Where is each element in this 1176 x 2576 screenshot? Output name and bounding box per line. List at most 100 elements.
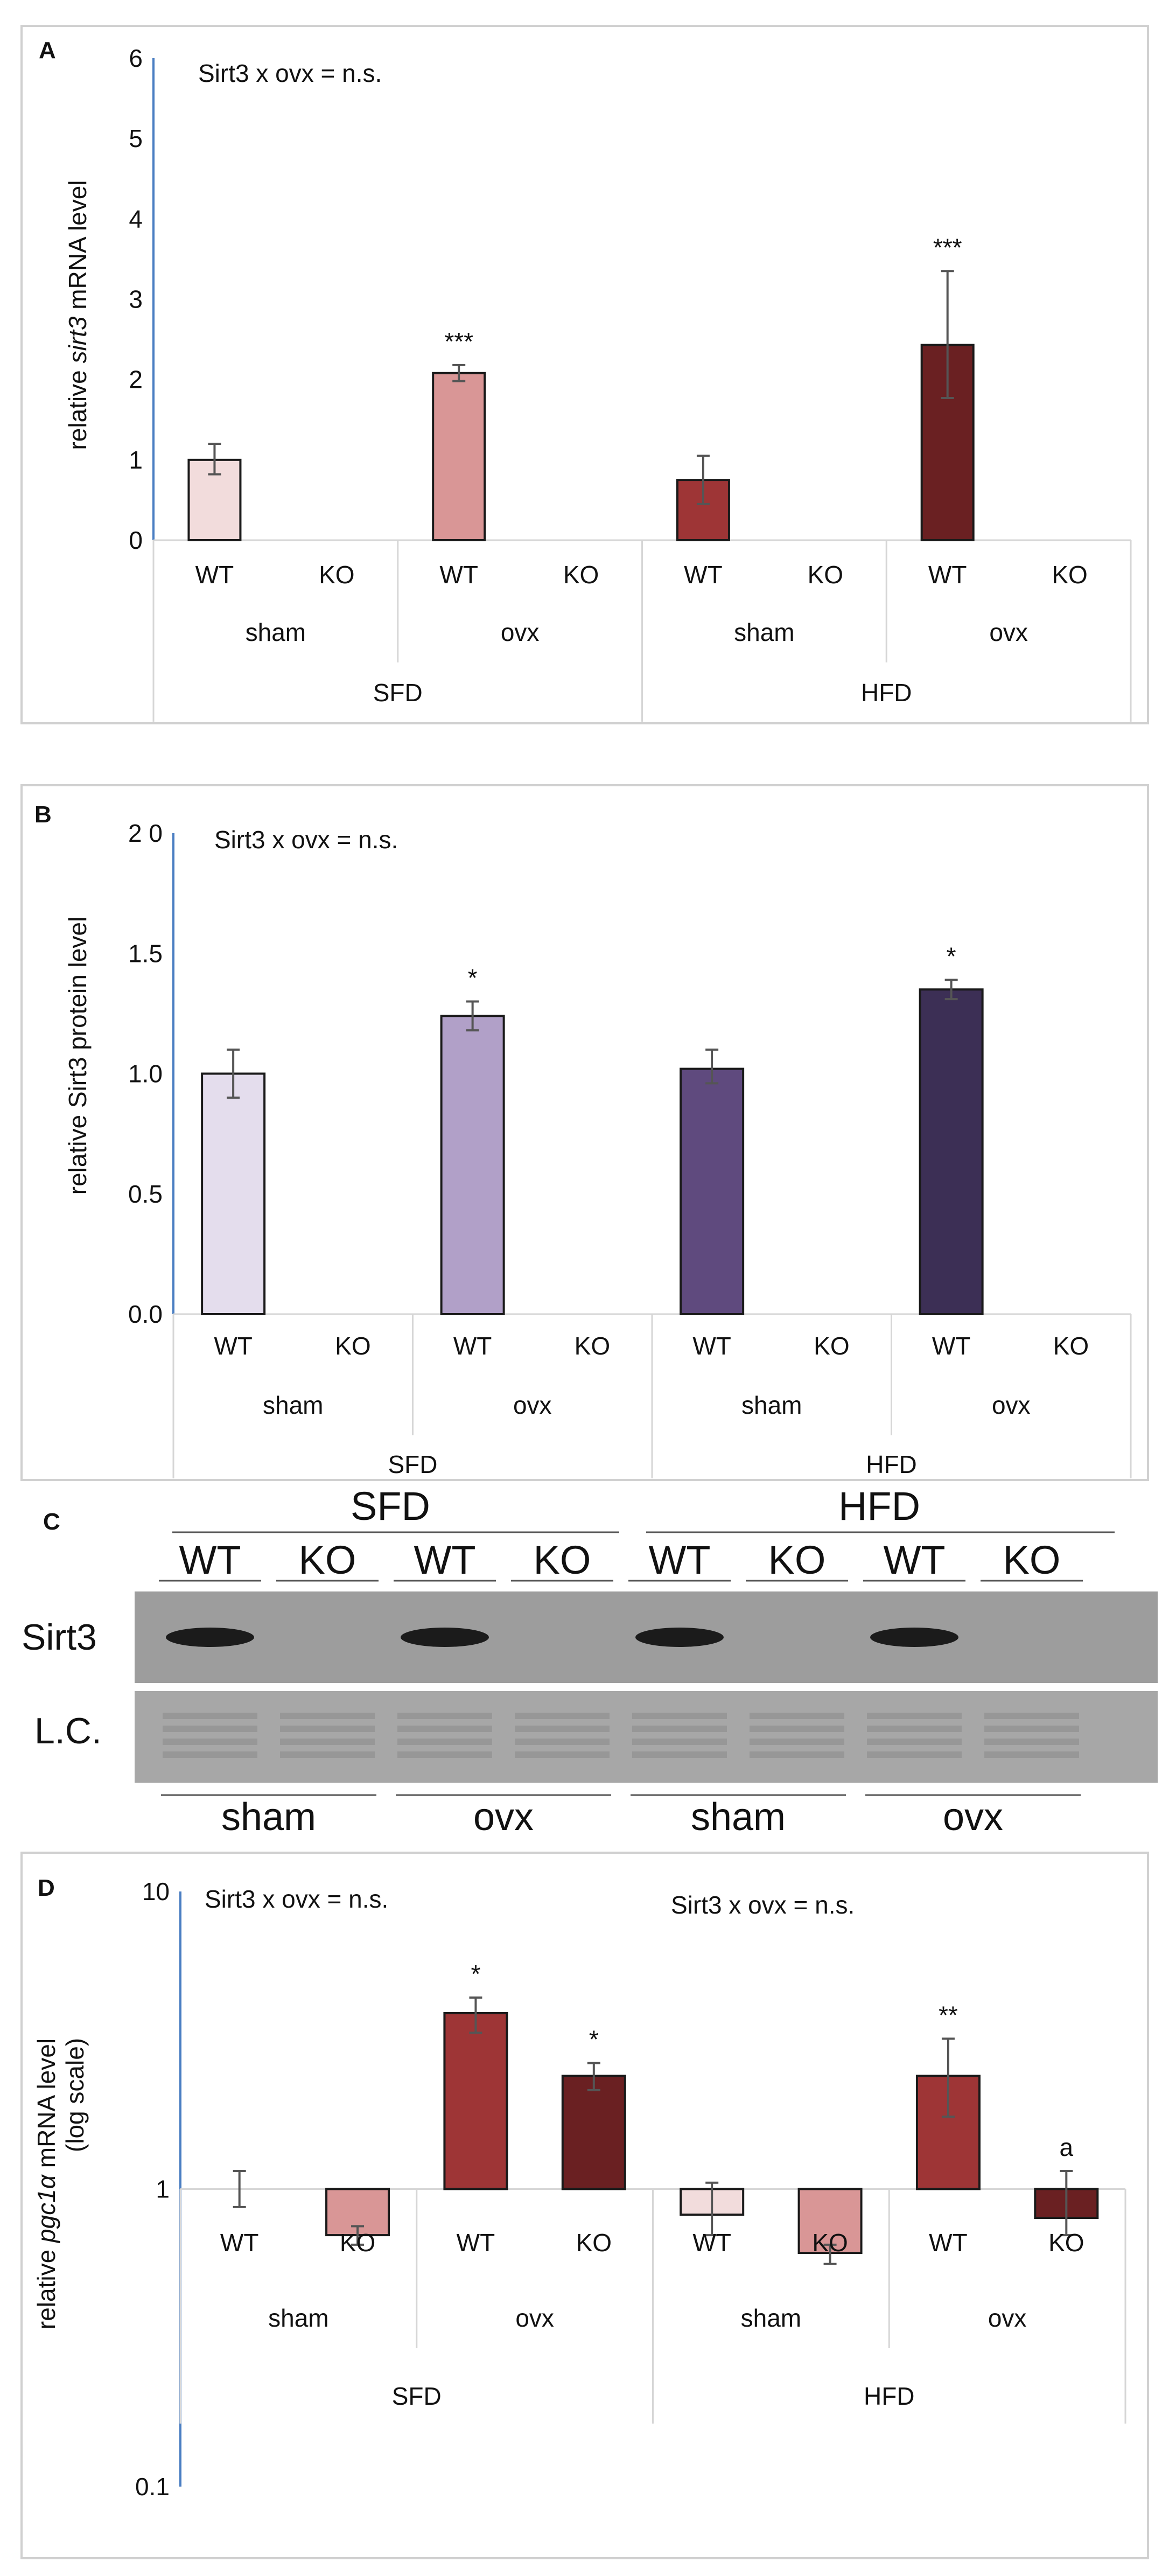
lc-band (280, 1713, 375, 1719)
blot-group-label: ovx (943, 1796, 1003, 1839)
bar-ko-3 (561, 2075, 626, 2190)
lc-band (163, 1739, 257, 1745)
y-tick-label: 1 (156, 2175, 170, 2203)
significance-marker: * (471, 1960, 480, 1988)
panel-b: B Sirt3 x ovx = n.s. relative Sirt3 prot… (20, 784, 1149, 1481)
category-label: WT (692, 1332, 731, 1360)
lc-band (397, 1739, 492, 1745)
blot-lane-label: WT (179, 1538, 241, 1582)
blot-lane-label: KO (1003, 1538, 1061, 1582)
panel-a-letter: A (39, 37, 56, 64)
lc-band (397, 1726, 492, 1732)
blot-lane-label: WT (648, 1538, 710, 1582)
panel-d-annotation-right: Sirt3 x ovx = n.s. (671, 1891, 855, 1919)
category-label: WT (929, 2229, 968, 2257)
group-label: ovx (501, 618, 540, 646)
panel-b-plot: 0.0 0.5 1.0 1.5 2 0 WT KO * WT KO WT KO * WT KO sham ovx… (128, 819, 1132, 1478)
category-label: WT (928, 561, 967, 589)
panel-d: D Sirt3 x ovx = n.s. Sirt3 x ovx = n.s. … (20, 1852, 1149, 2559)
category-label: KO (812, 2229, 848, 2257)
group-label: sham (268, 2304, 328, 2332)
blot-group-label: sham (691, 1796, 786, 1839)
blot-lane-label: KO (768, 1538, 826, 1582)
blot-diet-label-hfd: HFD (838, 1484, 920, 1528)
lc-band (867, 1739, 962, 1745)
lc-band (163, 1751, 257, 1758)
panel-d-ylabel-line1: relative pgc1α mRNA level (32, 2039, 60, 2329)
significance-marker: *** (933, 233, 962, 261)
sirt3-band (870, 1628, 958, 1647)
y-tick-label: 0.1 (135, 2473, 170, 2501)
panel-b-letter: B (34, 801, 52, 828)
significance-marker: * (468, 964, 478, 992)
significance-marker: a (1060, 2133, 1074, 2161)
category-label: WT (195, 561, 234, 589)
group-label: ovx (992, 1391, 1031, 1419)
blot-lane-label: WT (883, 1538, 945, 1582)
y-tick-label: 0 (129, 526, 143, 554)
diet-label: HFD (866, 1450, 917, 1478)
group-label: sham (246, 618, 306, 646)
diet-label: SFD (388, 1450, 438, 1478)
blot-bands (163, 1628, 1079, 1758)
category-label: KO (575, 1332, 610, 1360)
lc-band (280, 1751, 375, 1758)
lc-band (632, 1726, 727, 1732)
panel-b-ylabel: relative Sirt3 protein level (64, 917, 92, 1195)
significance-marker: *** (444, 327, 473, 355)
bar-wt-2 (440, 1015, 505, 1315)
y-tick-label: 0.0 (128, 1300, 163, 1328)
panel-a: A Sirt3 x ovx = n.s. relative sirt3 mRNA… (20, 25, 1149, 724)
blot-row-label-sirt3: Sirt3 (22, 1617, 97, 1658)
panel-d-annotation-left: Sirt3 x ovx = n.s. (205, 1885, 388, 1913)
category-label: KO (319, 561, 354, 589)
lc-band (632, 1739, 727, 1745)
lc-band (750, 1751, 844, 1758)
group-label: sham (734, 618, 794, 646)
significance-marker: * (947, 942, 956, 970)
lc-band (515, 1739, 610, 1745)
lc-band (984, 1751, 1079, 1758)
lc-band (984, 1713, 1079, 1719)
category-label: KO (1053, 1332, 1089, 1360)
category-label: KO (1052, 561, 1087, 589)
y-tick-label: 4 (129, 205, 143, 233)
panel-c-letter: C (43, 1509, 60, 1535)
panel-a-plot: 0 1 2 3 4 5 6 WT KO *** WT KO WT KO *** WT KO sham ovx sham… (129, 44, 1132, 722)
category-label: WT (453, 1332, 492, 1360)
y-tick-label: 0.5 (128, 1180, 163, 1208)
blot-diet-label-sfd: SFD (351, 1484, 430, 1528)
group-label: ovx (513, 1391, 552, 1419)
panel-a-frame (20, 25, 1149, 724)
sirt3-band (401, 1628, 489, 1647)
group-label: ovx (989, 618, 1028, 646)
y-tick-label: 10 (142, 1877, 170, 1905)
panel-a-ylabel: relative sirt3 mRNA level (64, 180, 92, 450)
group-label: sham (741, 1391, 802, 1419)
lc-band (163, 1713, 257, 1719)
blot-lane-label: KO (534, 1538, 591, 1582)
panel-d-ylabel-line2: (log scale) (61, 2038, 89, 2152)
y-tick-label: 1 (129, 446, 143, 474)
lc-band (163, 1726, 257, 1732)
category-label: WT (932, 1332, 971, 1360)
panel-d-plot: 0.1 1 10 WT KO * WT * KO WT KO ** WT a KO sham ovx sham ov… (135, 1877, 1126, 2501)
category-label: WT (220, 2229, 259, 2257)
bar-wt-2 (443, 2012, 508, 2190)
group-label: sham (263, 1391, 323, 1419)
category-label: KO (808, 561, 843, 589)
blot-row-label-lc: L.C. (34, 1711, 102, 1751)
lc-band (515, 1751, 610, 1758)
category-label: KO (335, 1332, 370, 1360)
bar-wt-2 (432, 372, 486, 541)
lc-band (984, 1726, 1079, 1732)
lc-band (750, 1713, 844, 1719)
lc-band (867, 1713, 962, 1719)
blot-lc-membrane (135, 1691, 1158, 1783)
blot-group-labels: sham ovx sham ovx (161, 1794, 1081, 1839)
lc-band (515, 1713, 610, 1719)
lc-band (280, 1726, 375, 1732)
panel-c: C SFD HFD WT KO WT KO WT KO WT KO Sirt3 L.C. sh… (22, 1484, 1158, 1839)
blot-group-label: ovx (473, 1796, 534, 1839)
y-tick-label: 2 0 (128, 819, 163, 847)
